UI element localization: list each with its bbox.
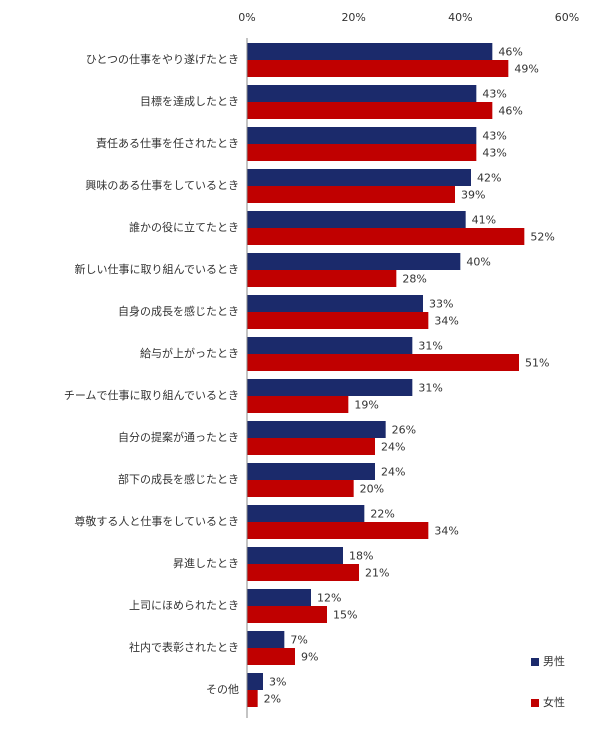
legend-swatch bbox=[531, 658, 539, 666]
category-label: 昇進したとき bbox=[173, 557, 239, 570]
bar bbox=[247, 631, 285, 648]
bar bbox=[247, 690, 258, 707]
value-label: 31% bbox=[418, 340, 442, 353]
value-label: 19% bbox=[354, 399, 378, 412]
value-label: 31% bbox=[418, 382, 442, 395]
bar bbox=[247, 438, 375, 455]
bar bbox=[247, 43, 493, 60]
value-label: 34% bbox=[434, 315, 458, 328]
bar bbox=[247, 673, 263, 690]
category-label: 責任ある仕事を任されたとき bbox=[96, 136, 239, 150]
bar bbox=[247, 312, 429, 329]
value-label: 15% bbox=[333, 609, 357, 622]
bar bbox=[247, 505, 365, 522]
bar bbox=[247, 648, 295, 665]
bar bbox=[247, 186, 455, 203]
x-tick-label: 20% bbox=[341, 11, 365, 24]
x-tick-label: 40% bbox=[448, 11, 472, 24]
value-label: 43% bbox=[482, 88, 506, 101]
value-label: 12% bbox=[317, 592, 341, 605]
value-label: 21% bbox=[365, 567, 389, 580]
category-label: 部下の成長を感じたとき bbox=[118, 472, 239, 486]
bar bbox=[247, 169, 471, 186]
bar bbox=[247, 396, 349, 413]
bar bbox=[247, 564, 359, 581]
category-label: 誰かの役に立てたとき bbox=[129, 220, 239, 234]
value-label: 3% bbox=[269, 676, 286, 689]
category-label: 自分の提案が通ったとき bbox=[118, 430, 239, 444]
category-label: その他 bbox=[206, 683, 239, 696]
category-label: ひとつの仕事をやり遂げたとき bbox=[86, 52, 239, 66]
category-label: 尊敬する人と仕事をしているとき bbox=[74, 514, 239, 528]
category-label: 目標を達成したとき bbox=[140, 94, 239, 108]
value-label: 41% bbox=[472, 214, 496, 227]
category-label: 自身の成長を感じたとき bbox=[118, 304, 239, 318]
x-tick-label: 60% bbox=[555, 11, 579, 24]
value-label: 42% bbox=[477, 172, 501, 185]
x-tick-label: 0% bbox=[238, 11, 255, 24]
value-label: 43% bbox=[482, 130, 506, 143]
bar bbox=[247, 102, 493, 119]
value-label: 51% bbox=[525, 357, 549, 370]
bar bbox=[247, 228, 525, 245]
value-label: 26% bbox=[392, 424, 416, 437]
bar bbox=[247, 354, 519, 371]
value-label: 20% bbox=[360, 483, 384, 496]
value-label: 22% bbox=[370, 508, 394, 521]
category-label: 給与が上がったとき bbox=[140, 346, 239, 360]
value-label: 43% bbox=[482, 147, 506, 160]
value-label: 28% bbox=[402, 273, 426, 286]
bar bbox=[247, 253, 461, 270]
bar bbox=[247, 421, 386, 438]
value-label: 18% bbox=[349, 550, 373, 563]
bar bbox=[247, 547, 343, 564]
bar bbox=[247, 480, 354, 497]
value-label: 46% bbox=[498, 105, 522, 118]
value-label: 33% bbox=[429, 298, 453, 311]
bar bbox=[247, 463, 375, 480]
bar bbox=[247, 522, 429, 539]
value-label: 40% bbox=[466, 256, 490, 269]
legend-label: 女性 bbox=[543, 695, 565, 709]
bar bbox=[247, 606, 327, 623]
bar bbox=[247, 337, 413, 354]
value-label: 52% bbox=[530, 231, 554, 244]
category-label: 上司にほめられたとき bbox=[129, 599, 239, 612]
legend-swatch bbox=[531, 699, 539, 707]
bar bbox=[247, 295, 423, 312]
value-label: 7% bbox=[290, 634, 307, 647]
bar bbox=[247, 270, 397, 287]
bar bbox=[247, 60, 509, 77]
value-label: 39% bbox=[461, 189, 485, 202]
bar bbox=[247, 589, 311, 606]
legend-label: 男性 bbox=[543, 654, 565, 668]
bar bbox=[247, 127, 477, 144]
value-label: 24% bbox=[381, 466, 405, 479]
bar bbox=[247, 379, 413, 396]
category-label: 社内で表彰されたとき bbox=[129, 640, 239, 654]
value-label: 49% bbox=[514, 63, 538, 76]
bar bbox=[247, 144, 477, 161]
category-label: 新しい仕事に取り組んでいるとき bbox=[75, 262, 239, 276]
value-label: 24% bbox=[381, 441, 405, 454]
category-label: 興味のある仕事をしているとき bbox=[85, 179, 239, 192]
category-label: チームで仕事に取り組んでいるとき bbox=[64, 389, 239, 402]
bar bbox=[247, 211, 466, 228]
value-label: 46% bbox=[498, 46, 522, 59]
value-label: 2% bbox=[264, 693, 281, 706]
bar bbox=[247, 85, 477, 102]
value-label: 34% bbox=[434, 525, 458, 538]
value-label: 9% bbox=[301, 651, 318, 664]
